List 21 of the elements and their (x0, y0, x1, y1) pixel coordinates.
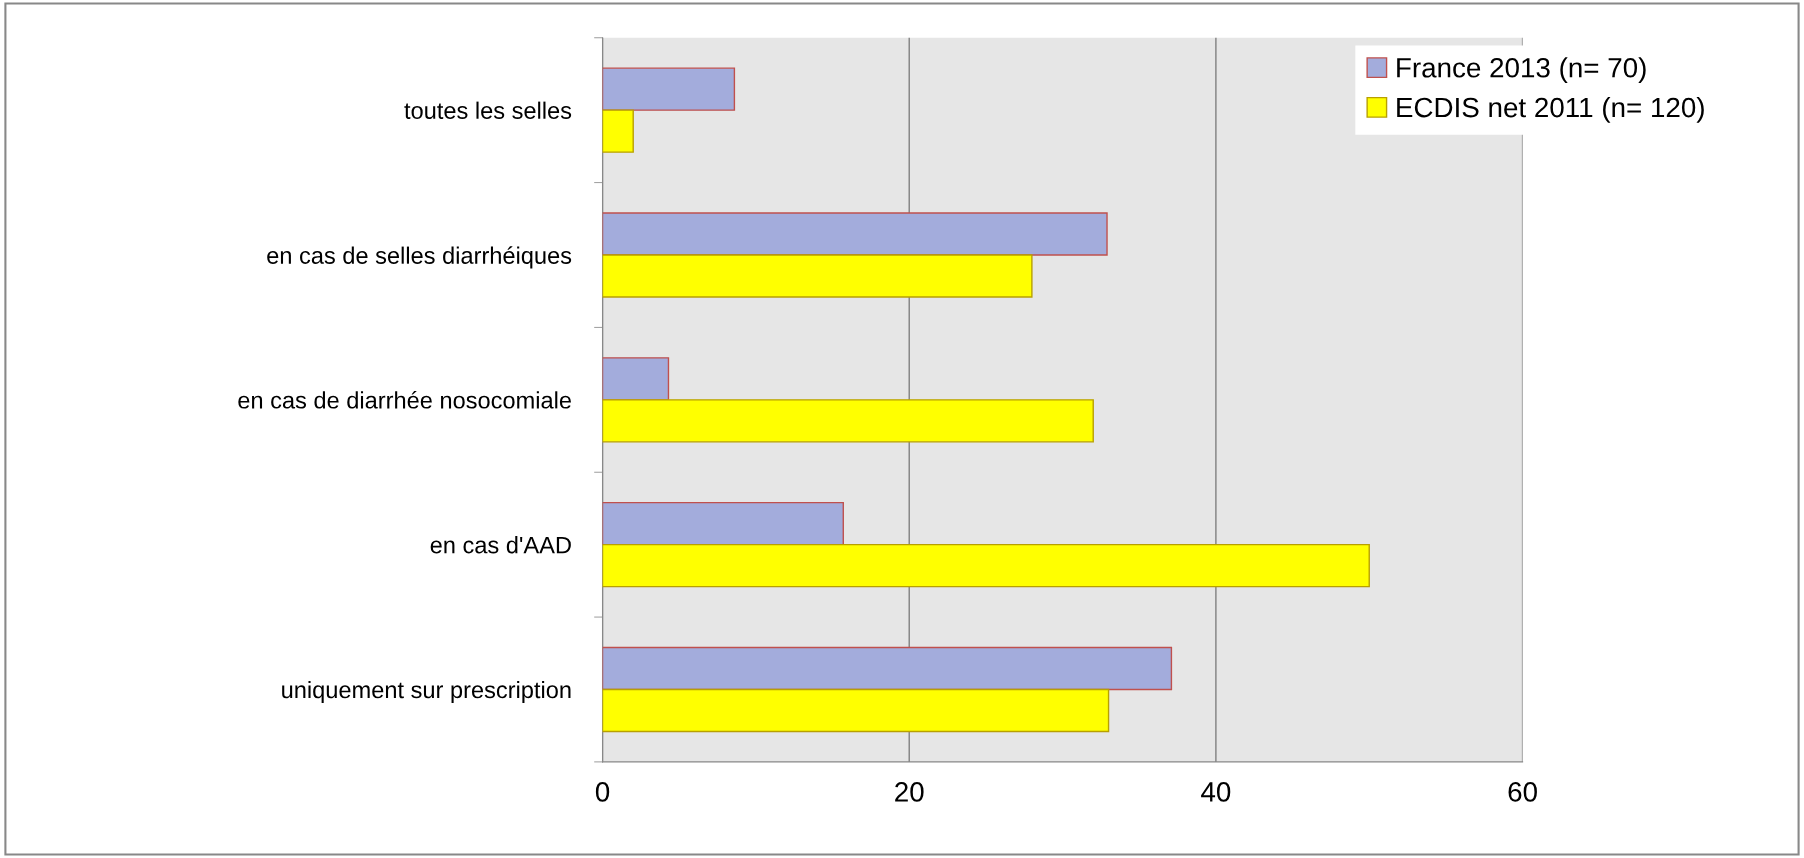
bar (602, 543, 1370, 588)
y-tick-label: en cas d'AAD (430, 536, 571, 554)
y-tick-label: en cas de selles diarrhéiques (267, 246, 572, 269)
bar (602, 646, 1173, 691)
y-tick-label: toutes les selles (404, 101, 572, 119)
x-tick-label: 40 (1201, 782, 1231, 802)
bar (602, 67, 736, 111)
bar (602, 399, 1094, 443)
bar (602, 357, 670, 401)
x-tick-label: 0 (595, 782, 610, 802)
bar (602, 501, 844, 546)
x-tick-label: 20 (895, 782, 924, 802)
x-tick-label: 60 (1508, 782, 1537, 802)
bar (602, 688, 1110, 733)
legend-label: ECDIS net 2011 (n= 120) (1397, 96, 1704, 123)
bar (602, 109, 634, 153)
bar (602, 254, 1033, 298)
y-tick-label: en cas de diarrhée nosocomiale (238, 391, 571, 409)
legend-label: France 2013 (n= 70) (1397, 57, 1646, 84)
bar (602, 212, 1108, 256)
y-tick-label: uniquement sur prescription (282, 680, 571, 703)
